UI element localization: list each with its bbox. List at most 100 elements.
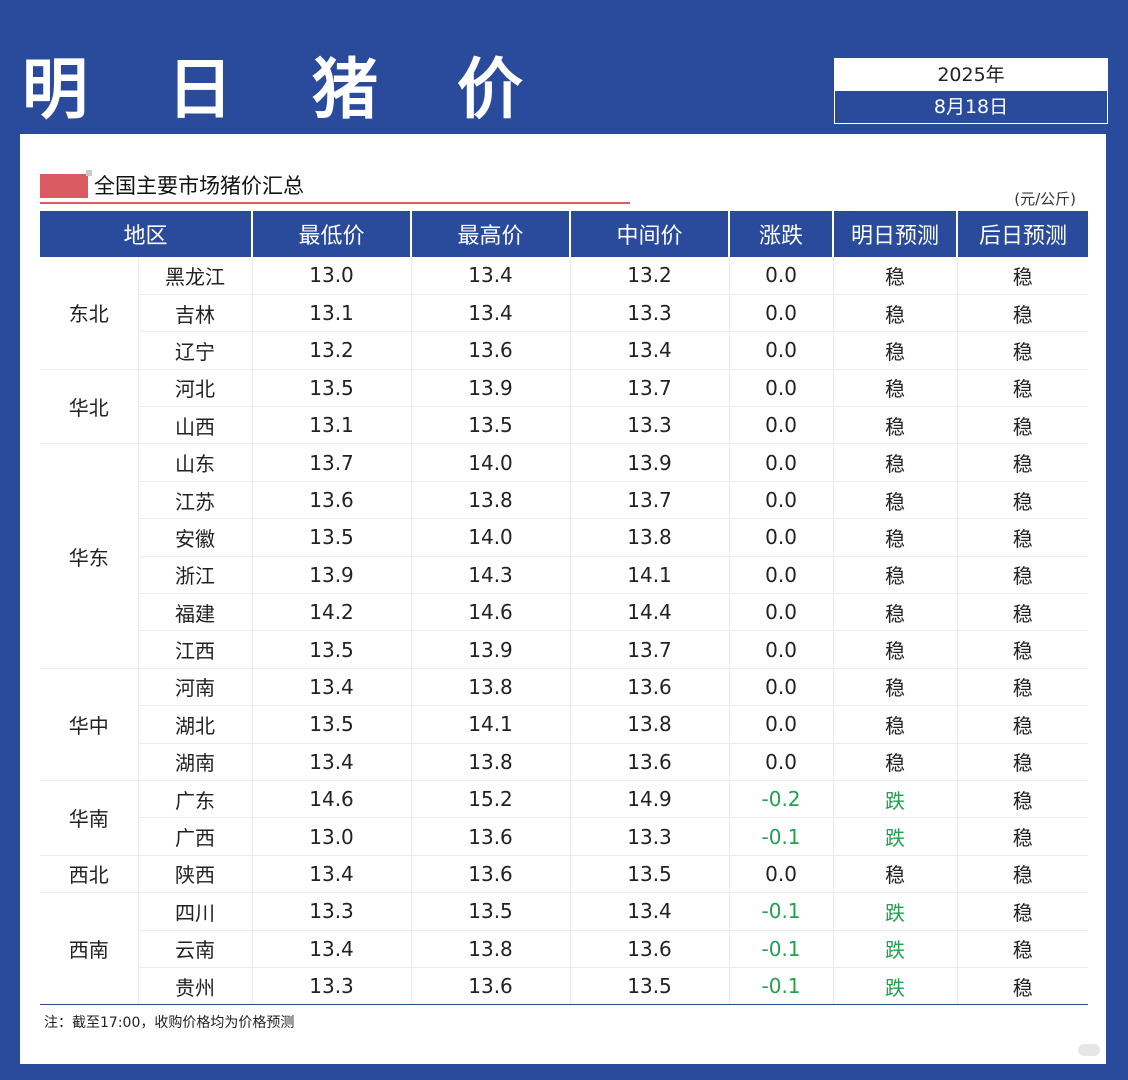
table-row: 福建 14.2 14.6 14.4 0.0 稳稳 (40, 593, 1089, 632)
province-cell: 四川 (138, 892, 253, 931)
date-year: 2025年 (835, 59, 1107, 91)
region-name: 华南 (40, 780, 139, 856)
change-cell: -0.1 (729, 892, 834, 931)
mid-price-cell: 14.1 (570, 556, 730, 595)
after-forecast-cell: 稳 (957, 892, 1089, 931)
high-price-cell: 13.8 (411, 930, 571, 968)
tomorrow-forecast-cell: 跌 (833, 817, 958, 856)
section-marker (40, 170, 92, 198)
after-forecast-cell: 稳 (957, 630, 1089, 669)
low-price-cell: 13.4 (252, 743, 412, 781)
after-forecast-cell: 稳 (957, 705, 1089, 744)
province-cell: 安徽 (138, 518, 253, 557)
province-cell: 江西 (138, 630, 253, 669)
mid-price-cell: 13.9 (570, 443, 730, 482)
low-price-cell: 14.2 (252, 593, 412, 632)
mid-price-cell: 13.6 (570, 668, 730, 707)
table-row: 安徽 13.5 14.0 13.8 0.0 稳稳 (40, 518, 1089, 557)
mid-price-cell: 13.3 (570, 294, 730, 333)
after-forecast-cell: 稳 (957, 481, 1089, 520)
province-cell: 河北 (138, 369, 253, 408)
after-forecast-cell: 稳 (957, 817, 1089, 856)
province-cell: 山西 (138, 406, 253, 445)
after-forecast-cell: 稳 (957, 331, 1089, 370)
tomorrow-forecast-cell: 稳 (833, 257, 958, 295)
table-row: 云南 13.4 13.8 13.6 -0.1 跌稳 (40, 930, 1089, 968)
province-cell: 广东 (138, 780, 253, 819)
mid-price-cell: 13.7 (570, 369, 730, 408)
after-forecast-cell: 稳 (957, 593, 1089, 632)
region-name: 西北 (40, 855, 139, 894)
mid-price-cell: 14.4 (570, 593, 730, 632)
low-price-cell: 14.6 (252, 780, 412, 819)
after-forecast-cell: 稳 (957, 294, 1089, 333)
tomorrow-forecast-cell: 稳 (833, 556, 958, 595)
table-row: 吉林 13.1 13.4 13.3 0.0 稳稳 (40, 294, 1089, 333)
low-price-cell: 13.0 (252, 257, 412, 295)
low-price-cell: 13.4 (252, 930, 412, 968)
after-forecast-cell: 稳 (957, 257, 1089, 295)
tomorrow-forecast-cell: 稳 (833, 855, 958, 894)
table-row: 华北 河北 13.5 13.9 13.7 0.0 稳稳 (40, 369, 1089, 445)
after-forecast-cell: 稳 (957, 780, 1089, 819)
change-cell: -0.1 (729, 817, 834, 856)
high-price-cell: 13.8 (411, 481, 571, 520)
mid-price-cell: 14.9 (570, 780, 730, 819)
high-price-cell: 13.9 (411, 369, 571, 408)
tomorrow-forecast-cell: 稳 (833, 369, 958, 408)
after-forecast-cell: 稳 (957, 967, 1089, 1006)
mid-price-cell: 13.7 (570, 481, 730, 520)
province-cell: 广西 (138, 817, 253, 856)
province-cell: 湖南 (138, 743, 253, 781)
table-row: 西南 四川 13.3 13.5 13.4 -0.1 跌稳 (40, 892, 1089, 1006)
tomorrow-forecast-cell: 跌 (833, 780, 958, 819)
table-row: 东北 黑龙江 13.0 13.4 13.2 0.0 稳稳 (40, 257, 1089, 370)
tomorrow-forecast-cell: 稳 (833, 630, 958, 669)
tomorrow-forecast-cell: 稳 (833, 705, 958, 744)
table-row: 江苏 13.6 13.8 13.7 0.0 稳稳 (40, 481, 1089, 520)
low-price-cell: 13.5 (252, 518, 412, 557)
after-forecast-cell: 稳 (957, 930, 1089, 968)
high-price-cell: 15.2 (411, 780, 571, 819)
province-cell: 江苏 (138, 481, 253, 520)
price-table: 地区 最低价 最高价 中间价 涨跌 明日预测 后日预测 东北 黑龙江 13.0 13.… (40, 211, 1089, 1006)
mid-price-cell: 13.3 (570, 406, 730, 445)
change-cell: 0.0 (729, 668, 834, 707)
after-forecast-cell: 稳 (957, 406, 1089, 445)
table-row: 山西 13.1 13.5 13.3 0.0 稳稳 (40, 406, 1089, 445)
table-row: 华东 山东 13.7 14.0 13.9 0.0 稳稳 (40, 443, 1089, 669)
high-price-cell: 13.6 (411, 855, 571, 894)
change-cell: 0.0 (729, 406, 834, 445)
after-forecast-cell: 稳 (957, 668, 1089, 707)
date-box: 2025年 8月18日 (834, 58, 1108, 124)
low-price-cell: 13.1 (252, 406, 412, 445)
header-low: 最低价 (252, 211, 413, 257)
table-row: 贵州 13.3 13.6 13.5 -0.1 跌稳 (40, 967, 1089, 1006)
page-title: 明 日 猪 价 (22, 51, 551, 128)
mid-price-cell: 13.8 (570, 705, 730, 744)
after-forecast-cell: 稳 (957, 743, 1089, 781)
region-name: 华北 (40, 369, 139, 445)
tomorrow-forecast-cell: 跌 (833, 892, 958, 931)
region-name: 东北 (40, 257, 139, 370)
high-price-cell: 13.6 (411, 967, 571, 1006)
low-price-cell: 13.4 (252, 668, 412, 707)
change-cell: -0.1 (729, 930, 834, 968)
header-tomorrow: 明日预测 (833, 211, 959, 257)
mid-price-cell: 13.5 (570, 855, 730, 894)
low-price-cell: 13.1 (252, 294, 412, 333)
change-cell: 0.0 (729, 443, 834, 482)
section-title: 全国主要市场猪价汇总 (94, 174, 304, 198)
change-cell: 0.0 (729, 294, 834, 333)
header-change: 涨跌 (729, 211, 835, 257)
high-price-cell: 13.4 (411, 257, 571, 295)
tomorrow-forecast-cell: 稳 (833, 294, 958, 333)
high-price-cell: 13.4 (411, 294, 571, 333)
low-price-cell: 13.9 (252, 556, 412, 595)
table-row: 华南 广东 14.6 15.2 14.9 -0.2 跌稳 (40, 780, 1089, 856)
high-price-cell: 13.8 (411, 668, 571, 707)
table-row: 湖北 13.5 14.1 13.8 0.0 稳稳 (40, 705, 1089, 744)
province-cell: 黑龙江 (138, 257, 253, 295)
high-price-cell: 13.5 (411, 406, 571, 445)
unit-label: (元/公斤) (1014, 190, 1076, 208)
